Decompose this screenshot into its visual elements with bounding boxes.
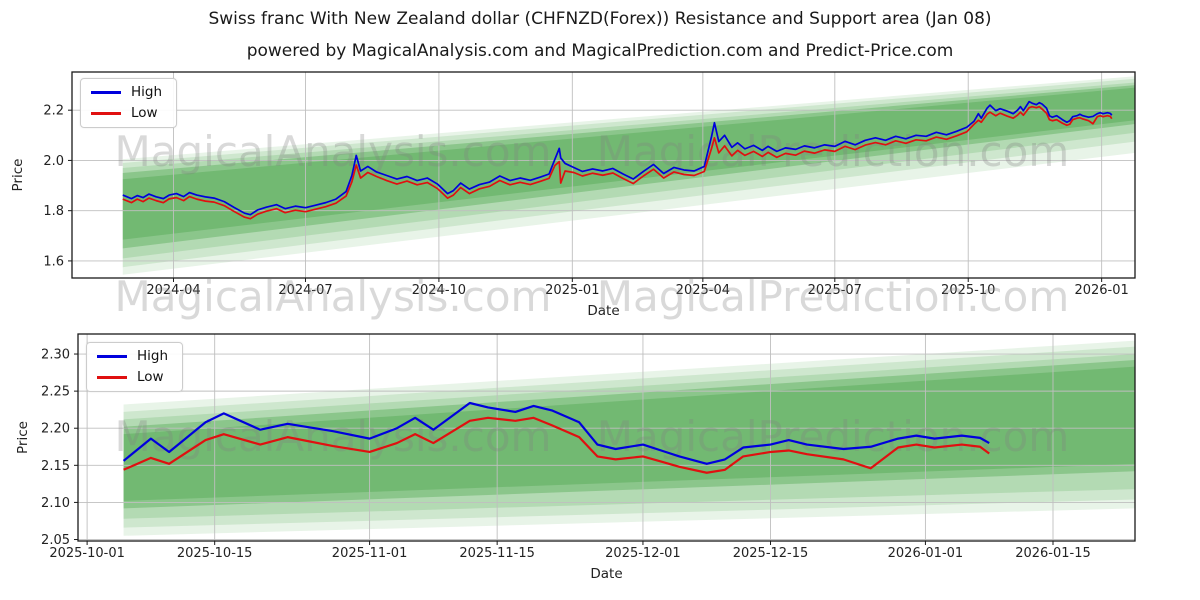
low-line-swatch [91, 111, 121, 115]
chart-bottom: MagicalAnalysis.com MagicalPrediction.com… [15, 333, 1136, 582]
support-resistance-band [123, 366, 1135, 501]
x-tick-label: 2026-01-01 [888, 546, 964, 561]
support-resistance-band [123, 359, 1135, 509]
high-line-swatch [91, 91, 121, 95]
legend-top-chart: High Low [80, 78, 178, 128]
y-tick-label: 2.25 [41, 385, 70, 400]
legend-item-low: Low [97, 368, 168, 385]
legend-item-high: High [91, 84, 163, 100]
support-resistance-band [123, 346, 1135, 528]
plot-border [71, 71, 1136, 279]
y-tick-label: 1.8 [43, 204, 64, 219]
legend-label-low: Low [131, 104, 158, 121]
x-tick-label: 2024-10 [412, 283, 466, 298]
y-axis-label: Price [15, 421, 31, 454]
low-line [123, 416, 990, 474]
watermark-text: MagicalAnalysis.com [115, 412, 552, 461]
support-resistance-band [122, 87, 1135, 240]
x-tick-label: 2026-01-15 [1015, 546, 1091, 561]
chart-title: Swiss franc With New Zealand dollar (CHF… [208, 9, 992, 29]
watermark-text: MagicalPrediction.com [597, 272, 1070, 321]
low-line [122, 105, 1113, 220]
x-tick-label: 2024-04 [146, 283, 200, 298]
plot-border [77, 333, 1136, 542]
watermark-text: MagicalAnalysis.com [115, 127, 552, 176]
support-resistance-band [123, 340, 1135, 536]
support-resistance-band [123, 354, 1135, 519]
chart-top: MagicalAnalysis.com MagicalPrediction.com… [10, 71, 1136, 321]
y-tick-label: 1.6 [43, 254, 64, 269]
high-line [122, 401, 990, 465]
low-line-swatch [97, 375, 127, 379]
legend-label-low: Low [137, 368, 164, 385]
x-axis-label: Date [590, 566, 622, 582]
x-tick-label: 2025-01 [545, 283, 599, 298]
y-tick-label: 2.30 [41, 348, 70, 363]
chart-subtitle: powered by MagicalAnalysis.com and Magic… [246, 41, 954, 61]
y-tick-label: 2.20 [41, 422, 70, 437]
x-tick-label: 2025-10-15 [177, 546, 253, 561]
x-axis-label: Date [587, 303, 619, 319]
y-tick-label: 2.10 [41, 496, 70, 511]
y-tick-label: 2.2 [43, 104, 64, 119]
legend-item-low: Low [91, 104, 162, 121]
y-axis-label: Price [10, 159, 26, 192]
x-tick-label: 2025-07 [808, 283, 862, 298]
x-tick-label: 2025-10-01 [49, 546, 125, 561]
high-line-swatch [97, 355, 127, 359]
support-resistance-band [122, 76, 1135, 275]
x-tick-label: 2024-07 [278, 283, 332, 298]
plot-area: MagicalAnalysis.com MagicalPrediction.com [78, 334, 1135, 541]
x-tick-label: 2026-01 [1074, 283, 1128, 298]
legend-bottom-chart: High Low [86, 342, 184, 392]
x-tick-label: 2025-04 [676, 283, 730, 298]
plot-area: MagicalAnalysis.com MagicalPrediction.com [72, 72, 1135, 278]
legend-label-high: High [137, 348, 169, 364]
support-resistance-band [122, 85, 1135, 249]
y-tick-label: 2.15 [41, 459, 70, 474]
support-resistance-band [122, 82, 1135, 259]
high-line [122, 100, 1113, 216]
y-tick-label: 2.0 [43, 154, 64, 169]
watermark-text: MagicalAnalysis.com [115, 272, 552, 321]
x-tick-label: 2025-11-15 [459, 546, 535, 561]
x-tick-label: 2025-11-01 [332, 546, 408, 561]
legend-label-high: High [131, 84, 163, 100]
support-resistance-band [122, 78, 1135, 268]
x-tick-label: 2025-12-15 [733, 546, 809, 561]
y-tick-label: 2.05 [41, 533, 70, 548]
x-tick-label: 2025-10 [941, 283, 995, 298]
x-tick-label: 2025-12-01 [605, 546, 681, 561]
watermark-text: MagicalPrediction.com [597, 412, 1070, 461]
legend-item-high: High [97, 348, 169, 364]
